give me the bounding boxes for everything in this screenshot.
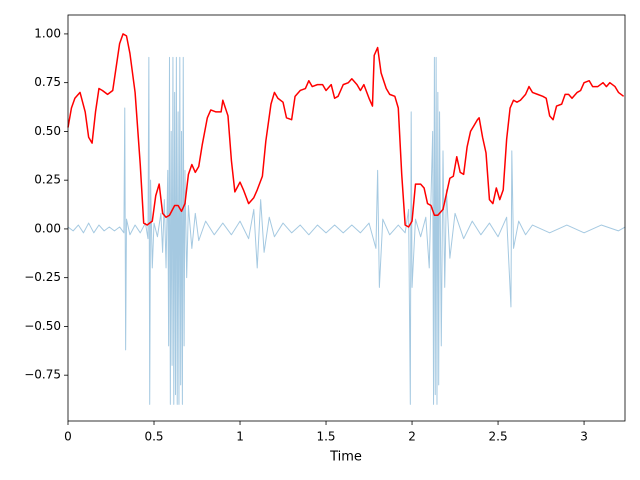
y-tick-label: 0.75 [34,75,61,89]
x-tick-label: 0 [64,430,72,444]
y-tick-label: 1.00 [34,26,61,40]
y-tick-label: −0.75 [24,368,61,382]
x-tick-label: 2 [408,430,416,444]
plot-frame [67,14,626,422]
y-tick-label: 0.50 [34,124,61,138]
x-tick-label: 1.5 [316,430,335,444]
x-tick-label: 2.5 [489,430,508,444]
y-tick-label: 0.25 [34,173,61,187]
x-axis-label: Time [329,450,362,465]
x-tick-label: 1 [236,430,244,444]
y-tick-label: −0.25 [24,270,61,284]
x-tick-label: 0.5 [144,430,163,444]
data-line [67,56,626,405]
y-tick-label: 0.00 [34,221,61,235]
y-tick-label: −0.50 [24,319,61,333]
x-tick-label: 3 [580,430,588,444]
data-line [67,33,625,228]
